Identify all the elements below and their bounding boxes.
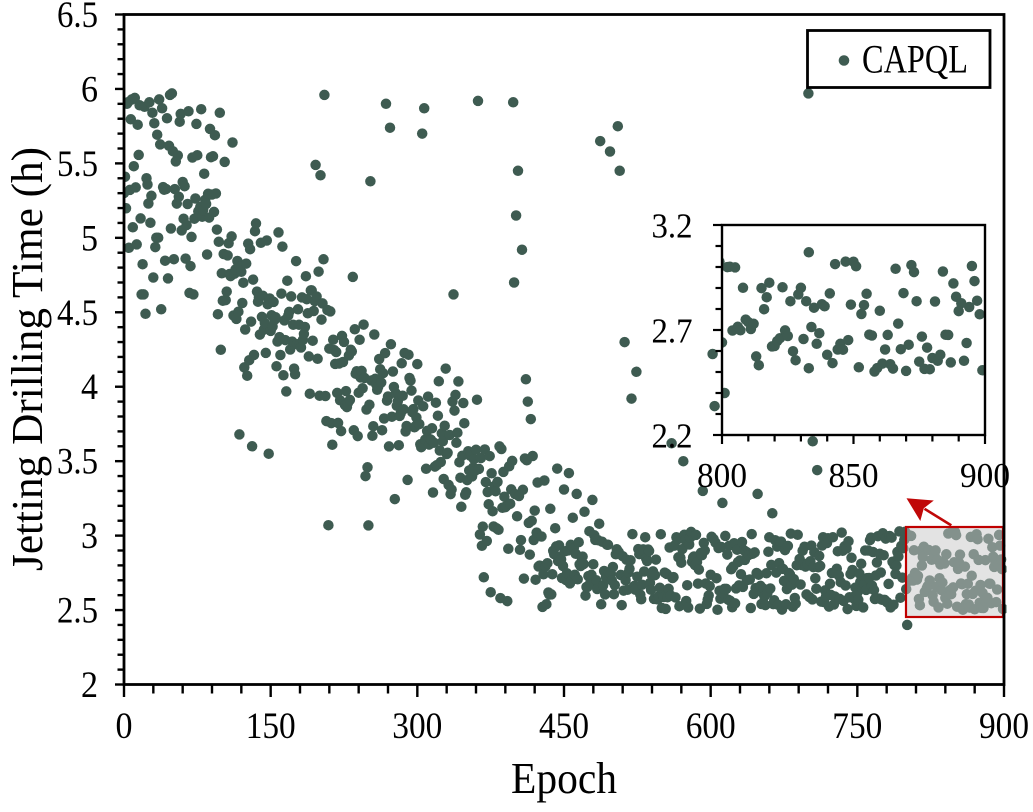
svg-text:4.5: 4.5: [57, 293, 98, 334]
svg-text:Jetting Drilling Time (h): Jetting Drilling Time (h): [3, 147, 52, 571]
svg-text:3.5: 3.5: [57, 442, 98, 483]
svg-text:6.5: 6.5: [57, 0, 98, 36]
svg-text:900: 900: [979, 706, 1029, 747]
svg-text:2.7: 2.7: [652, 312, 693, 351]
svg-text:2: 2: [81, 665, 98, 706]
svg-text:CAPQL: CAPQL: [862, 37, 968, 82]
svg-text:3.2: 3.2: [652, 207, 693, 246]
svg-text:6: 6: [81, 69, 98, 110]
svg-text:800: 800: [697, 456, 747, 495]
svg-text:2.2: 2.2: [652, 417, 693, 456]
svg-text:4: 4: [81, 367, 98, 408]
svg-text:750: 750: [832, 706, 882, 747]
svg-text:850: 850: [829, 456, 879, 495]
svg-text:150: 150: [246, 706, 296, 747]
svg-text:Epoch: Epoch: [511, 754, 617, 803]
svg-text:900: 900: [960, 456, 1010, 495]
svg-text:450: 450: [539, 706, 589, 747]
svg-text:300: 300: [392, 706, 442, 747]
svg-text:2.5: 2.5: [57, 591, 98, 632]
svg-text:600: 600: [686, 706, 736, 747]
svg-text:0: 0: [116, 706, 133, 747]
svg-text:5: 5: [81, 218, 98, 259]
svg-text:5.5: 5.5: [57, 144, 98, 185]
svg-text:3: 3: [81, 516, 98, 557]
